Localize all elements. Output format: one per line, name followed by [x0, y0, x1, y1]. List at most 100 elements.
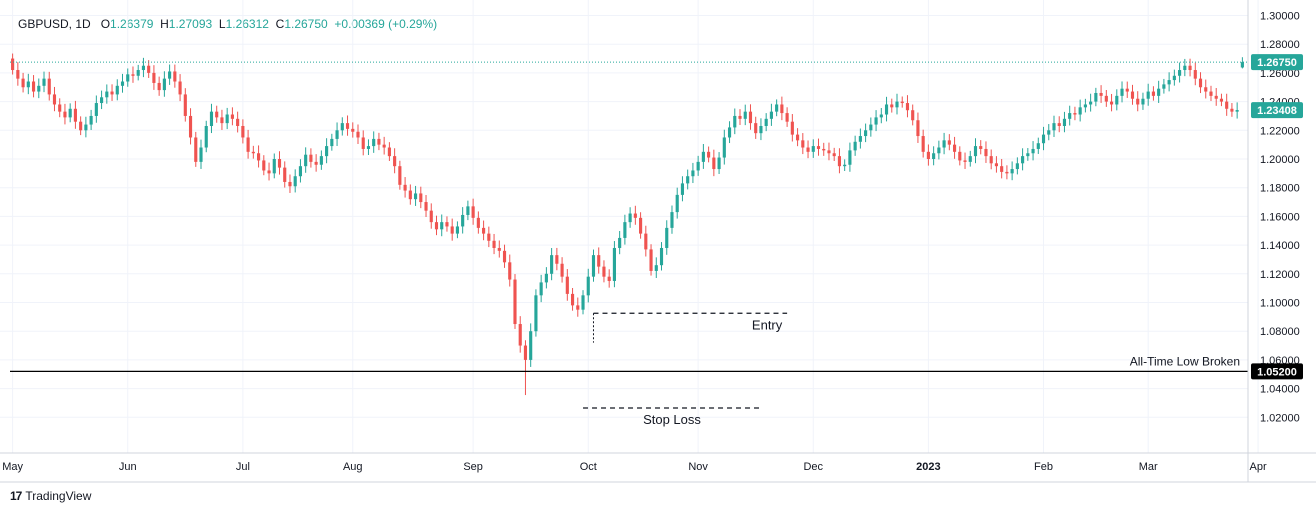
- candle: [633, 205, 637, 225]
- symbol-header: GBPUSD, 1D O1.26379 H1.27093 L1.26312 C1…: [18, 17, 437, 31]
- candle: [476, 211, 480, 234]
- candle: [220, 109, 224, 130]
- candle: [785, 107, 789, 127]
- candle: [1073, 106, 1077, 121]
- high-value: 1.27093: [168, 17, 213, 31]
- y-tick-label: 1.18000: [1260, 183, 1300, 195]
- candle: [550, 248, 554, 281]
- candle: [884, 96, 889, 122]
- candle: [319, 150, 323, 170]
- candle: [356, 124, 360, 145]
- svg-text:1.23408: 1.23408: [1257, 105, 1297, 117]
- candle: [21, 72, 25, 93]
- svg-text:1.26750: 1.26750: [1257, 57, 1297, 69]
- candle: [1031, 141, 1035, 161]
- candle: [502, 244, 507, 268]
- candle: [738, 109, 742, 125]
- candle: [565, 269, 569, 301]
- candle: [335, 122, 339, 146]
- candle: [178, 74, 182, 102]
- candle: [1167, 72, 1171, 92]
- x-tick-label: Apr: [1250, 461, 1267, 473]
- candle: [1099, 85, 1103, 103]
- candle: [455, 221, 459, 239]
- y-tick-label: 1.12000: [1260, 269, 1300, 281]
- candle: [780, 96, 784, 121]
- symbol-label[interactable]: GBPUSD, 1D: [18, 17, 91, 31]
- candle: [1204, 79, 1208, 99]
- candle: [372, 131, 376, 153]
- svg-text:1.05200: 1.05200: [1257, 366, 1297, 378]
- candle: [47, 71, 51, 101]
- candle: [42, 71, 46, 93]
- x-tick-label: Jun: [119, 461, 137, 473]
- candle: [628, 207, 632, 228]
- candle: [325, 138, 329, 164]
- candle: [665, 220, 669, 255]
- candle: [659, 242, 664, 271]
- candle: [450, 218, 454, 241]
- y-tick-label: 1.22000: [1260, 125, 1300, 137]
- candle: [110, 84, 114, 101]
- candle: [168, 64, 172, 85]
- candle: [288, 174, 292, 193]
- candle: [1057, 116, 1061, 133]
- x-tick-label: Oct: [580, 461, 597, 473]
- candle: [900, 96, 904, 108]
- price-axis[interactable]: 1.300001.280001.260001.240001.220001.200…: [1260, 11, 1300, 425]
- candle: [471, 198, 475, 225]
- candle: [649, 244, 653, 276]
- x-tick-label: Dec: [803, 461, 823, 473]
- candle: [707, 146, 711, 163]
- candle: [1230, 103, 1234, 117]
- time-axis[interactable]: MayJunJulAugSepOctNovDec2023FebMarAprMay: [2, 461, 1316, 473]
- candle: [994, 156, 998, 173]
- candle: [393, 148, 397, 174]
- candle: [330, 133, 334, 151]
- candle: [188, 108, 193, 145]
- x-tick-label: Aug: [343, 461, 363, 473]
- candle: [1068, 105, 1072, 126]
- candle: [314, 154, 318, 172]
- candle: [309, 148, 313, 168]
- candle: [345, 115, 350, 136]
- candle: [403, 177, 407, 198]
- candle: [816, 138, 821, 156]
- candle: [937, 140, 941, 160]
- candle: [1005, 165, 1009, 180]
- candle: [916, 112, 920, 143]
- candle: [743, 104, 747, 126]
- tradingview-brand: TradingView: [25, 489, 92, 503]
- candle: [94, 95, 98, 123]
- candle: [131, 66, 135, 83]
- candle: [115, 79, 119, 101]
- candle: [246, 129, 250, 159]
- candle: [230, 107, 234, 126]
- y-tick-label: 1.28000: [1260, 39, 1300, 51]
- candle: [304, 147, 308, 173]
- candle: [560, 257, 564, 283]
- candle: [675, 187, 679, 219]
- candle: [1089, 93, 1093, 112]
- x-tick-label: 2023: [916, 461, 940, 473]
- candle: [639, 212, 643, 239]
- candle: [413, 185, 418, 206]
- tradingview-footer[interactable]: 17 TradingView: [10, 489, 91, 503]
- candle: [1209, 85, 1213, 102]
- candle: [283, 161, 287, 188]
- candle: [717, 152, 721, 174]
- candle: [796, 128, 800, 147]
- candle: [973, 138, 978, 164]
- candle: [492, 233, 496, 255]
- candle: [769, 103, 773, 126]
- candle: [921, 129, 925, 158]
- candle: [644, 225, 648, 257]
- candle: [1083, 98, 1087, 113]
- candle: [1104, 89, 1108, 107]
- candle: [1120, 81, 1124, 103]
- candle: [1125, 81, 1129, 98]
- candle: [1052, 115, 1056, 137]
- candle: [691, 162, 695, 184]
- candle: [1015, 157, 1019, 175]
